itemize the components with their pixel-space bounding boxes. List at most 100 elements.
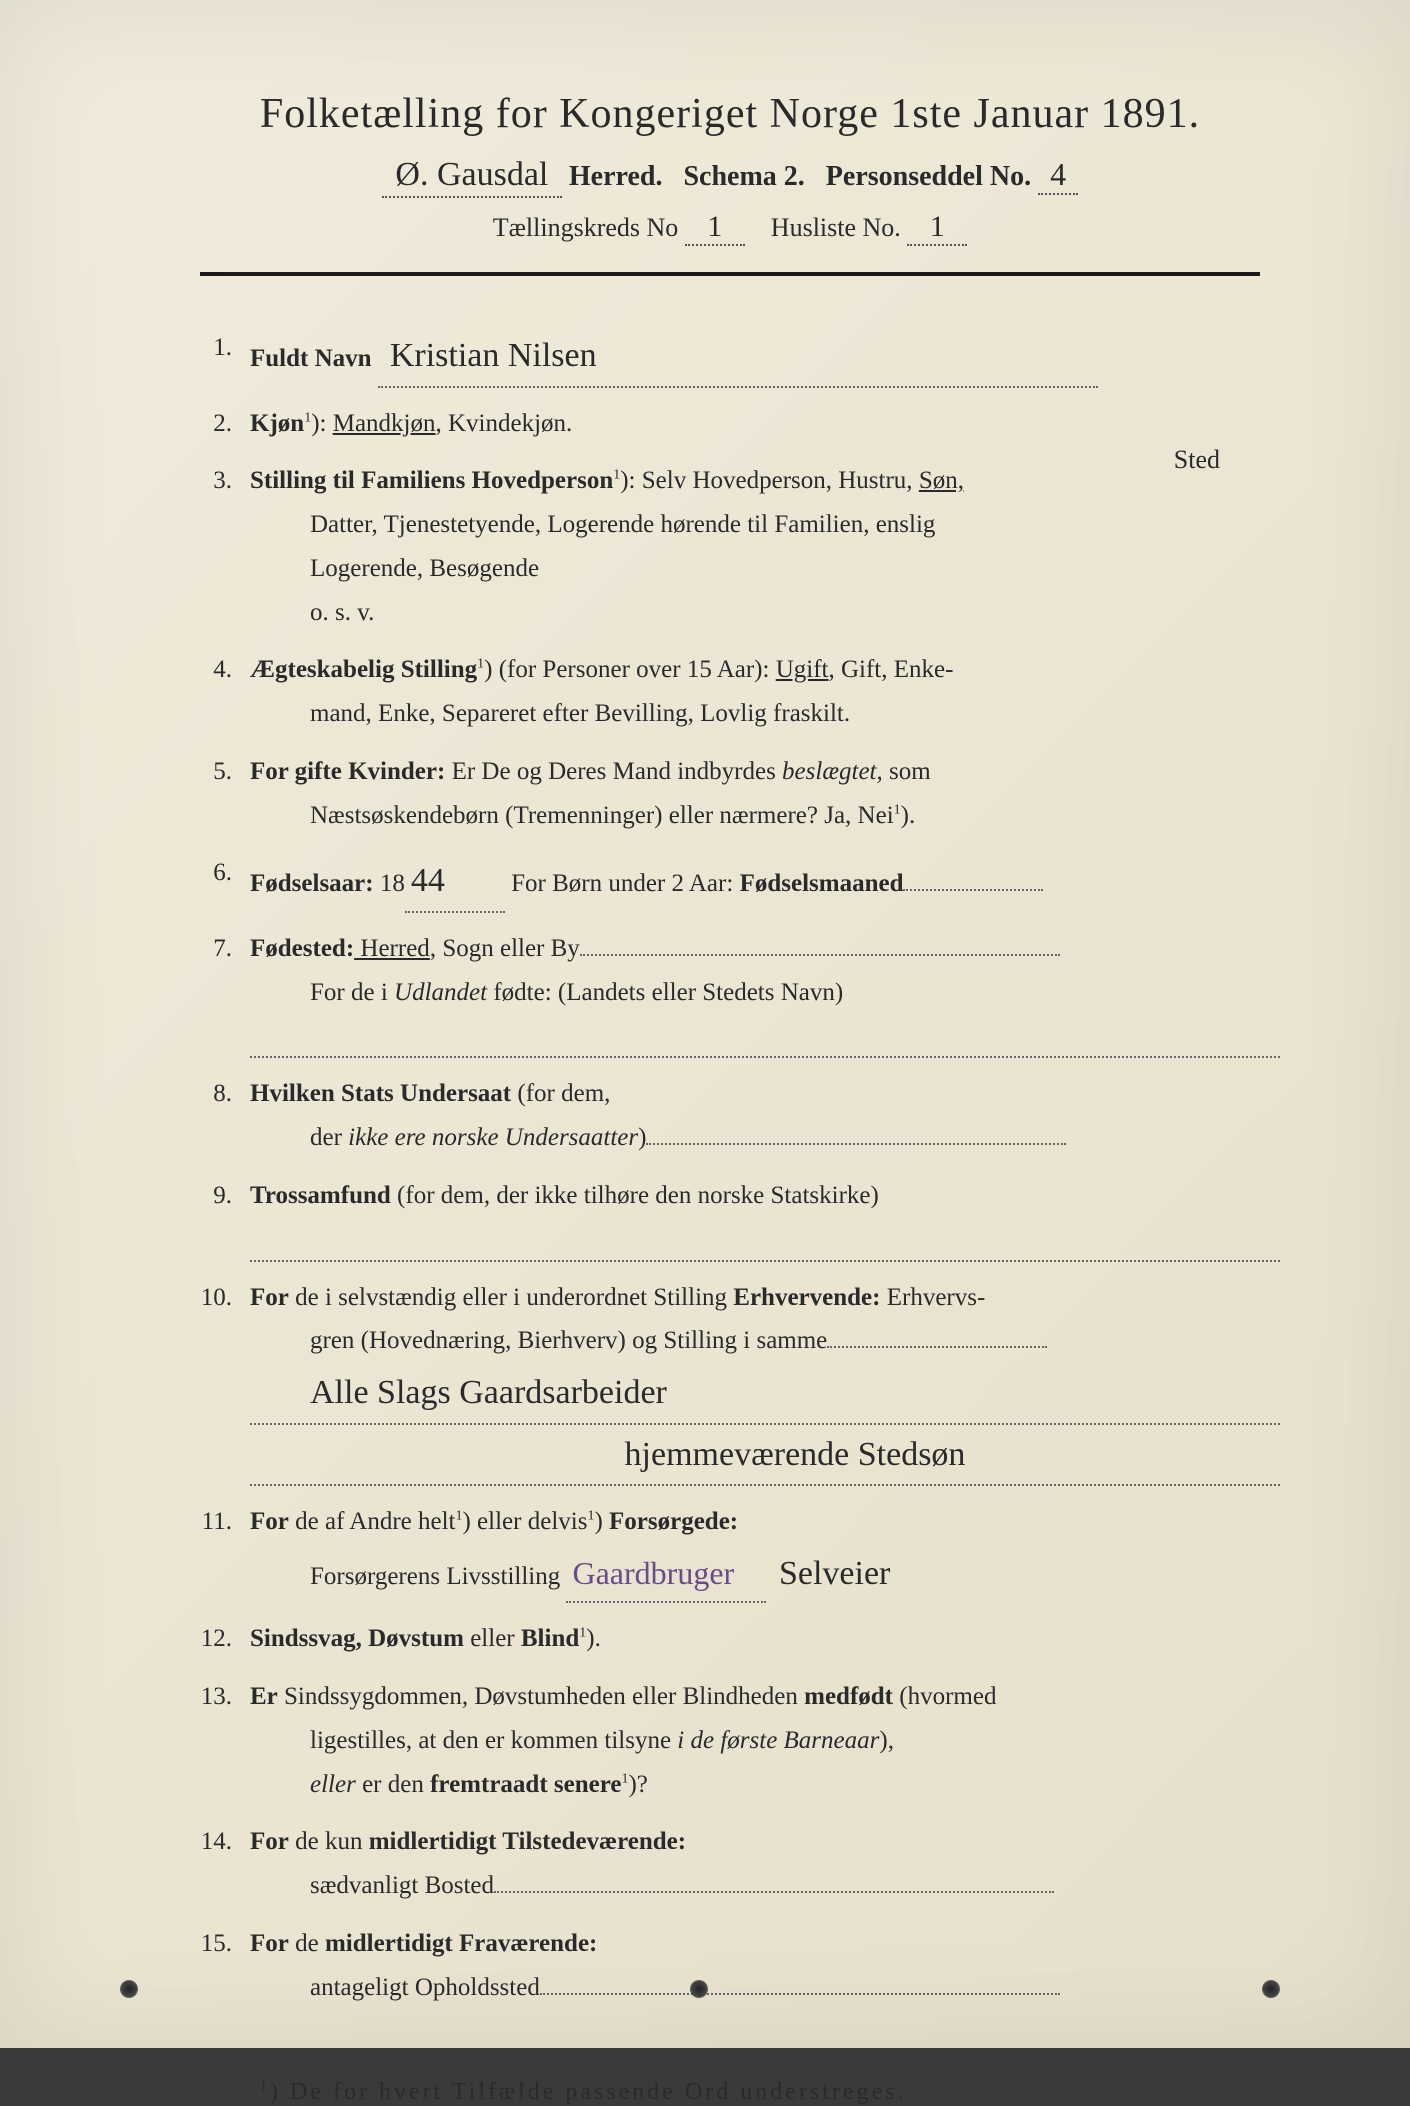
- item-1: 1. Fuldt Navn Kristian Nilsen: [190, 326, 1280, 388]
- item-label: Stilling til Familiens Hovedperson: [250, 467, 613, 494]
- item-body: Kjøn1): Mandkjøn, Kvindekjøn.: [250, 402, 1280, 446]
- item-14: 14. For de kun midlertidigt Tilstedevære…: [190, 1820, 1280, 1908]
- item-11: 11. For de af Andre helt1) eller delvis1…: [190, 1500, 1280, 1603]
- blank: [580, 954, 1060, 956]
- b2: Blind: [521, 1625, 579, 1652]
- item-body: Fødested: Herred, Sogn eller By For de i…: [250, 927, 1280, 1059]
- b2: Forsørgede:: [609, 1508, 738, 1535]
- item-num: 6.: [190, 851, 250, 913]
- underlined: Ugift: [776, 656, 829, 683]
- blank: [827, 1346, 1047, 1348]
- italic: Udlandet: [394, 979, 487, 1006]
- item-num: 10.: [190, 1276, 250, 1487]
- item-body: For de kun midlertidigt Tilstedeværende:…: [250, 1820, 1280, 1908]
- rest: som: [883, 758, 931, 785]
- footnote: 1) De for hvert Tilfælde passende Ord un…: [180, 2079, 1280, 2106]
- rest: ):: [311, 410, 333, 437]
- census-form-page: Folketælling for Kongeriget Norge 1ste J…: [0, 0, 1410, 2048]
- item-body: Fuldt Navn Kristian Nilsen: [250, 326, 1280, 388]
- item-10: 10. For de i selvstændig eller i underor…: [190, 1276, 1280, 1487]
- cont: ligestilles, at den er kommen tilsyne i …: [250, 1719, 1280, 1763]
- cont-text: gren (Hovednæring, Bierhverv) og Stillin…: [310, 1327, 827, 1354]
- schema-label: Schema 2.: [683, 161, 804, 192]
- blank: [646, 1143, 1066, 1145]
- item-num: 8.: [190, 1072, 250, 1160]
- subtitle-row: Ø. Gausdal Herred. Schema 2. Personsedde…: [180, 156, 1280, 198]
- item-num: 11.: [190, 1500, 250, 1603]
- cont: mand, Enke, Separeret efter Bevilling, L…: [250, 692, 1280, 736]
- telling-no: 1: [685, 210, 745, 246]
- item-num: 9.: [190, 1174, 250, 1262]
- b: fremtraadt senere: [430, 1771, 621, 1798]
- rest: ): [638, 1124, 646, 1151]
- divider: [200, 272, 1260, 276]
- blank: [540, 1993, 1060, 1995]
- occupation-hand2: hjemmeværende Stedsøn: [625, 1436, 966, 1473]
- cont: o. s. v.: [250, 591, 1280, 635]
- cont: For de i Udlandet fødte: (Landets eller …: [250, 971, 1280, 1015]
- cont: gren (Hovednæring, Bierhverv) og Stillin…: [250, 1319, 1280, 1363]
- item-7: 7. Fødested: Herred, Sogn eller By For d…: [190, 927, 1280, 1059]
- b2: medfødt: [804, 1683, 893, 1710]
- item-num: 7.: [190, 927, 250, 1059]
- item-body: For de af Andre helt1) eller delvis1) Fo…: [250, 1500, 1280, 1603]
- italic: ikke ere norske Undersaatter: [348, 1124, 638, 1151]
- item-label: Fødested:: [250, 935, 354, 962]
- rest: ) eller delvis: [462, 1508, 587, 1535]
- annotation-sted: Sted: [1174, 437, 1220, 483]
- herred-label: Herred.: [569, 161, 663, 192]
- b2: Erhvervende:: [733, 1284, 880, 1311]
- cont: Næstsøskendebørn (Tremenninger) eller næ…: [250, 794, 1280, 838]
- blank-line: [250, 1018, 1280, 1058]
- husliste-label: Husliste No.: [771, 213, 901, 242]
- blank: [494, 1891, 1054, 1893]
- cont: Forsørgerens Livsstilling Gaardbruger Se…: [250, 1544, 1280, 1604]
- end: ).: [901, 802, 916, 829]
- rest: ): Selv Hovedperson, Hustru,: [620, 467, 919, 494]
- month-blank: [903, 889, 1043, 891]
- person-no: 4: [1038, 156, 1078, 195]
- underlined: Mandkjøn: [333, 410, 436, 437]
- item-num: 4.: [190, 648, 250, 736]
- item-label: For gifte Kvinder:: [250, 758, 445, 785]
- cont-text: sædvanligt Bosted: [310, 1872, 494, 1899]
- provider-cursive: Selveier: [779, 1555, 890, 1592]
- b2: midlertidigt Tilstedeværende:: [369, 1828, 686, 1855]
- item-13: 13. Er Sindssygdommen, Døvstumheden elle…: [190, 1675, 1280, 1806]
- italic: eller: [310, 1771, 356, 1798]
- telling-label: Tællingskreds No: [493, 213, 679, 242]
- item-label: Kjøn: [250, 410, 304, 437]
- item-5: 5. For gifte Kvinder: Er De og Deres Man…: [190, 750, 1280, 838]
- item-label: For: [250, 1508, 289, 1535]
- label2: Fødselsmaaned: [740, 870, 904, 897]
- rest: fødte: (Landets eller Stedets Navn): [487, 979, 843, 1006]
- rest: er den: [356, 1771, 430, 1798]
- underlined: Herred: [354, 935, 430, 962]
- cont: Datter, Tjenestetyende, Logerende hørend…: [250, 503, 1280, 547]
- blank-line: [250, 1222, 1280, 1262]
- item-label: Hvilken Stats Undersaat: [250, 1080, 511, 1107]
- rest: Er De og Deres Mand indbyrdes: [445, 758, 782, 785]
- cont: der ikke ere norske Undersaatter): [250, 1116, 1280, 1160]
- item-num: 3.: [190, 459, 250, 634]
- telling-row: Tællingskreds No 1 Husliste No. 1: [180, 210, 1280, 246]
- item-num: 15.: [190, 1922, 250, 2010]
- cont: Logerende, Besøgende: [250, 547, 1280, 591]
- rest: ).: [586, 1625, 601, 1652]
- rest: de af Andre helt: [289, 1508, 456, 1535]
- item-body: Sindssvag, Døvstum eller Blind1).: [250, 1617, 1280, 1661]
- item-label: Sindssvag, Døvstum: [250, 1625, 464, 1652]
- rest: (for dem,: [511, 1080, 610, 1107]
- item-body: Ægteskabelig Stilling1) (for Personer ov…: [250, 648, 1280, 736]
- item-2: 2. Kjøn1): Mandkjøn, Kvindekjøn.: [190, 402, 1280, 446]
- item-9: 9. Trossamfund (for dem, der ikke tilhør…: [190, 1174, 1280, 1262]
- rest: (hvormed: [893, 1683, 996, 1710]
- item-3: 3. Stilling til Familiens Hovedperson1):…: [190, 459, 1280, 634]
- rest: de: [289, 1930, 325, 1957]
- item-12: 12. Sindssvag, Døvstum eller Blind1).: [190, 1617, 1280, 1661]
- rest: (for dem, der ikke tilhøre den norske St…: [391, 1182, 879, 1209]
- year-hand: 44: [411, 862, 445, 899]
- item-body: For de i selvstændig eller i underordnet…: [250, 1276, 1280, 1487]
- item-body: For gifte Kvinder: Er De og Deres Mand i…: [250, 750, 1280, 838]
- item-num: 2.: [190, 402, 250, 446]
